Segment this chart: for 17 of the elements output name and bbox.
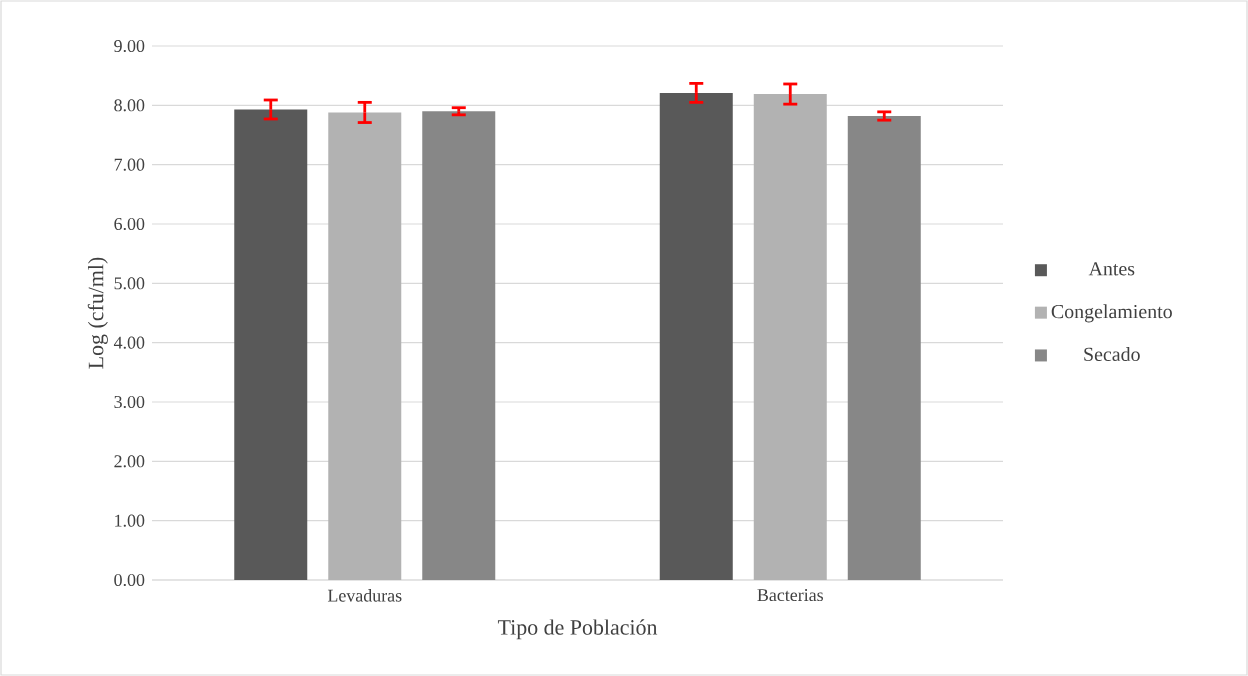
- y-tick-label: 8.00: [114, 99, 145, 112]
- y-tick-label: 5.00: [114, 277, 145, 290]
- x-axis-title: Tipo de Población: [497, 619, 658, 640]
- y-tick-label: 6.00: [114, 217, 145, 231]
- y-tick-label: 4.00: [113, 336, 145, 349]
- y-tick-label: 1.00: [115, 514, 145, 527]
- y-tick-label: 0.00: [114, 573, 145, 587]
- x-tick-label: Levaduras: [327, 589, 402, 602]
- y-tick-label: 2.00: [114, 455, 145, 468]
- x-tick-label: Bacterias: [757, 589, 823, 602]
- y-tick-label: 9.00: [114, 39, 145, 53]
- y-tick-label: 7.00: [114, 158, 145, 171]
- y-axis-title: Log (cfu/ml): [87, 257, 108, 369]
- y-tick-label: 3.00: [114, 395, 145, 409]
- legend-label: Congelamiento: [1051, 304, 1172, 323]
- legend-label: Secado: [1084, 347, 1140, 362]
- legend-label: Antes: [1088, 262, 1135, 276]
